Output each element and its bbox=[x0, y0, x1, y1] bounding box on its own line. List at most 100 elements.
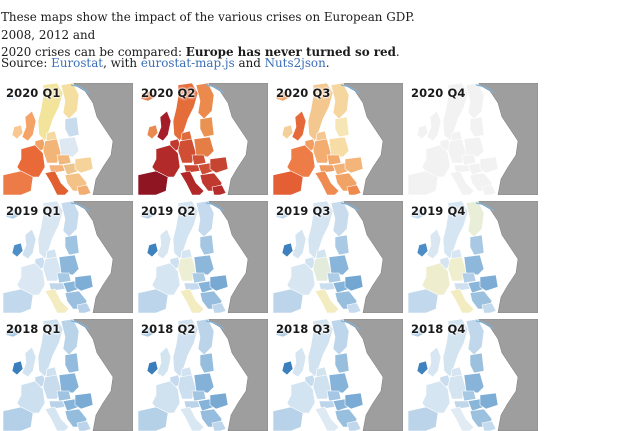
region-italy bbox=[179, 288, 205, 313]
region-austria bbox=[48, 282, 66, 292]
coastline-glow bbox=[205, 320, 225, 330]
region-iberia bbox=[137, 406, 169, 431]
region-iceland bbox=[275, 326, 292, 338]
region-germany bbox=[177, 256, 197, 282]
region-germany bbox=[312, 374, 332, 400]
region-uk bbox=[21, 228, 37, 260]
map-tile: 2019 Q1 bbox=[1, 201, 133, 313]
europe-choropleth-map bbox=[271, 83, 403, 195]
coastline-glow bbox=[205, 84, 225, 94]
coastline-glow bbox=[475, 84, 495, 94]
source-line: Source: Eurostat, with eurostat-map.js a… bbox=[1, 55, 330, 72]
region-poland bbox=[193, 136, 215, 158]
region-france bbox=[421, 144, 451, 178]
region-czech bbox=[461, 272, 477, 284]
region-france bbox=[151, 144, 181, 178]
region-baltics bbox=[334, 234, 350, 256]
region-uk bbox=[291, 110, 307, 142]
non-eu-land bbox=[70, 201, 133, 313]
region-czech bbox=[326, 272, 342, 284]
region-iceland bbox=[410, 208, 427, 220]
region-czech bbox=[56, 154, 72, 166]
region-ireland bbox=[146, 242, 159, 258]
region-germany bbox=[447, 374, 467, 400]
intro-end: . bbox=[395, 45, 400, 59]
region-baltics bbox=[199, 352, 215, 374]
region-france bbox=[421, 262, 451, 296]
map-tile: 2019 Q3 bbox=[271, 201, 403, 313]
source-sep-2: and bbox=[234, 56, 265, 70]
nuts2json-link[interactable]: Nuts2json bbox=[264, 56, 326, 70]
region-uk bbox=[21, 110, 37, 142]
region-czech bbox=[191, 390, 207, 402]
intro-text: These maps show the impact of the variou… bbox=[1, 10, 415, 42]
map-tile: 2018 Q1 bbox=[1, 319, 133, 431]
map-period-label: 2020 Q3 bbox=[276, 86, 331, 100]
map-period-label: 2018 Q3 bbox=[276, 322, 331, 336]
region-france bbox=[16, 262, 46, 296]
map-period-label: 2018 Q2 bbox=[141, 322, 196, 336]
coastline-glow bbox=[205, 202, 225, 212]
eurostat-map-js-link[interactable]: eurostat-map.js bbox=[140, 56, 235, 70]
region-uk bbox=[156, 110, 172, 142]
region-romania bbox=[74, 156, 94, 174]
region-germany bbox=[42, 138, 62, 164]
region-czech bbox=[191, 154, 207, 166]
region-iceland bbox=[410, 326, 427, 338]
region-uk bbox=[156, 228, 172, 260]
map-tile: 2018 Q2 bbox=[136, 319, 268, 431]
region-poland bbox=[463, 136, 485, 158]
map-period-label: 2018 Q4 bbox=[411, 322, 466, 336]
region-uk bbox=[156, 346, 172, 378]
region-italy bbox=[44, 288, 70, 313]
region-greece bbox=[76, 184, 92, 195]
coastline-glow bbox=[475, 202, 495, 212]
region-baltics bbox=[334, 352, 350, 374]
region-ireland bbox=[146, 360, 159, 376]
region-baltics bbox=[469, 352, 485, 374]
map-tile: 2020 Q4 bbox=[406, 83, 538, 195]
region-iceland bbox=[275, 90, 292, 102]
region-uk bbox=[426, 228, 442, 260]
region-iceland bbox=[140, 326, 157, 338]
region-iberia bbox=[137, 170, 169, 195]
region-iberia bbox=[137, 288, 169, 313]
region-greece bbox=[481, 302, 497, 313]
region-iceland bbox=[5, 90, 22, 102]
region-iberia bbox=[272, 170, 304, 195]
region-czech bbox=[461, 390, 477, 402]
non-eu-land bbox=[340, 201, 403, 313]
region-germany bbox=[312, 138, 332, 164]
region-germany bbox=[177, 138, 197, 164]
europe-choropleth-map bbox=[136, 201, 268, 313]
region-austria bbox=[48, 164, 66, 174]
map-tile: 2020 Q3 bbox=[271, 83, 403, 195]
region-france bbox=[286, 262, 316, 296]
region-austria bbox=[183, 164, 201, 174]
region-france bbox=[16, 144, 46, 178]
region-czech bbox=[56, 272, 72, 284]
region-uk bbox=[291, 346, 307, 378]
region-baltics bbox=[199, 116, 215, 138]
map-period-label: 2020 Q4 bbox=[411, 86, 466, 100]
map-tile: 2020 Q1 bbox=[1, 83, 133, 195]
source-label: Source: bbox=[1, 56, 52, 70]
region-italy bbox=[314, 288, 340, 313]
region-ireland bbox=[11, 360, 24, 376]
region-romania bbox=[479, 156, 499, 174]
region-poland bbox=[193, 372, 215, 394]
map-tile: 2018 Q3 bbox=[271, 319, 403, 431]
region-italy bbox=[314, 170, 340, 195]
map-period-label: 2019 Q1 bbox=[6, 204, 61, 218]
region-poland bbox=[58, 254, 80, 276]
europe-choropleth-map bbox=[406, 83, 538, 195]
coastline-glow bbox=[70, 202, 90, 212]
non-eu-land bbox=[205, 201, 268, 313]
region-iceland bbox=[140, 90, 157, 102]
region-germany bbox=[447, 256, 467, 282]
region-ireland bbox=[146, 124, 159, 140]
eurostat-link[interactable]: Eurostat bbox=[51, 56, 104, 70]
region-romania bbox=[209, 156, 229, 174]
non-eu-land bbox=[70, 83, 133, 195]
region-poland bbox=[58, 372, 80, 394]
